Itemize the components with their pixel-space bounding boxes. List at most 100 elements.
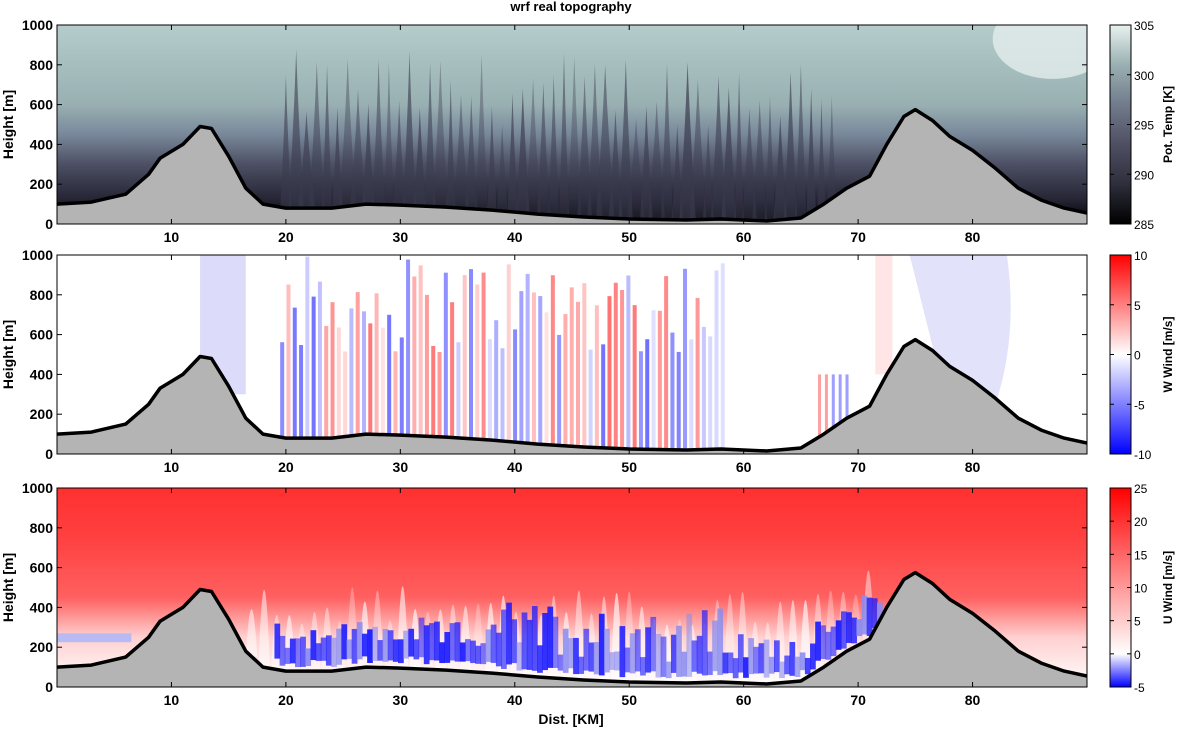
u-wind-reversal: [511, 619, 518, 664]
temp-plume: [403, 50, 416, 206]
u-wind-reversal: [367, 629, 373, 663]
u-wind-reversal: [614, 651, 621, 671]
w-wind-stripe: [601, 344, 606, 448]
u-wind-reversal: [598, 613, 605, 676]
w-wind-stripe: [544, 312, 549, 445]
temp-plume: [362, 103, 375, 205]
w-wind-stripe: [475, 284, 480, 439]
temp-plume: [288, 49, 304, 209]
w-wind-stripe: [695, 297, 700, 450]
u-wind-reversal: [820, 625, 827, 659]
w-wind-stripe: [714, 270, 719, 450]
u-wind-reversal: [640, 657, 646, 676]
y-axis-label: Height [m]: [0, 553, 16, 622]
u-wind-reversal: [722, 652, 729, 674]
u-wind-reversal: [341, 624, 348, 660]
w-wind-stripe: [443, 272, 448, 437]
w-wind-stripe: [582, 283, 587, 447]
w-wind-stripe: [818, 374, 822, 438]
temp-plume: [741, 108, 757, 221]
u-wind-reversal: [506, 602, 512, 665]
w-wind-stripe: [305, 256, 310, 439]
w-wind-stripe: [824, 374, 828, 434]
temp-plume: [764, 96, 776, 221]
u-wind-reversal: [650, 616, 657, 672]
temp-plume: [752, 100, 768, 221]
temp-plume: [827, 95, 837, 199]
u-wind-reversal: [423, 625, 430, 665]
w-wind-stripe: [531, 292, 536, 444]
w-wind-stripe: [324, 325, 329, 439]
temp-plume: [660, 63, 674, 220]
y-tick-label: 1000: [22, 17, 53, 33]
u-wind-reversal: [521, 612, 528, 670]
temp-plume: [525, 78, 541, 214]
u-wind-reversal: [356, 622, 363, 660]
u-wind-reversal: [403, 630, 409, 659]
temp-plume: [507, 92, 518, 212]
u-wind-reversal: [753, 646, 760, 674]
x-tick-label: 70: [850, 459, 866, 475]
x-tick-label: 60: [736, 692, 752, 708]
w-wind-stripe: [620, 290, 625, 449]
w-wind-stripe: [494, 320, 499, 441]
u-wind-reversal: [557, 654, 564, 671]
u-wind-reversal: [531, 606, 538, 671]
y-tick-label: 0: [45, 446, 53, 462]
x-tick-label: 80: [965, 459, 981, 475]
y-tick-label: 400: [30, 599, 54, 615]
u-wind-reversal: [398, 639, 404, 664]
axes-frame: [56, 487, 1088, 688]
u-wind-reversal: [300, 636, 306, 667]
u-wind-reversal: [758, 643, 765, 674]
u-wind-reversal: [707, 651, 713, 675]
temp-plume: [783, 71, 798, 219]
y-tick-label: 600: [30, 327, 54, 343]
w-wind-stripe: [557, 334, 562, 446]
temp-plume: [537, 82, 550, 215]
u-wind-reversal: [573, 637, 579, 675]
temp-plume: [548, 74, 560, 216]
u-wind-reversal: [871, 598, 878, 629]
y-axis-label: Height [m]: [0, 90, 16, 159]
u-wind-reversal: [588, 642, 595, 672]
temp-plume: [424, 62, 436, 207]
u-wind-reversal: [485, 629, 492, 662]
w-wind-stripe: [368, 323, 373, 435]
temp-plume: [596, 64, 615, 218]
x-tick-label: 10: [164, 459, 180, 475]
temp-plume: [308, 61, 325, 209]
colorbar-label: W Wind [m/s]: [1161, 317, 1175, 393]
x-tick-label: 50: [621, 459, 637, 475]
terrain-fill: [57, 109, 1087, 224]
temp-plume: [618, 59, 633, 219]
colorbar-tick-label: 285: [1134, 218, 1154, 232]
u-wind-reversal: [315, 643, 322, 661]
w-wind-stripe: [399, 337, 404, 436]
u-wind-streak: [258, 589, 270, 668]
u-wind-reversal: [325, 635, 332, 666]
colorbar-tick-label: -5: [1134, 681, 1145, 695]
u-wind-reversal: [289, 638, 296, 664]
w-wind-stripe: [594, 305, 599, 448]
u-wind-reversal: [794, 656, 801, 678]
w-wind-stripe: [393, 351, 398, 435]
u-wind-reversal: [810, 643, 816, 670]
u-wind-reversal: [670, 634, 677, 673]
u-wind-reversal: [846, 612, 852, 643]
u-wind-reversal: [825, 631, 832, 660]
u-wind-reversal: [712, 620, 718, 672]
temp-plume: [297, 111, 316, 209]
x-tick-label: 60: [736, 459, 752, 475]
field-2: [57, 255, 1087, 454]
u-wind-reversal: [743, 657, 749, 678]
u-wind-reversal: [676, 625, 682, 677]
w-wind-stripe: [462, 275, 467, 439]
axes-frame: [56, 254, 1088, 455]
temp-plume: [773, 115, 788, 220]
colorbar-tick-label: 10: [1134, 582, 1148, 596]
temp-plume: [795, 64, 807, 219]
y-tick-label: 1000: [22, 247, 53, 263]
